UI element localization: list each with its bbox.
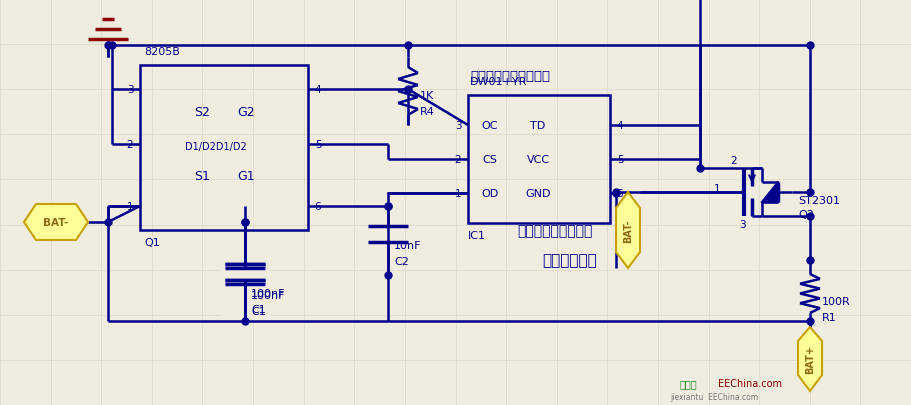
Text: 6: 6	[617, 189, 623, 198]
Text: S1: S1	[194, 170, 210, 183]
Text: GND: GND	[526, 189, 551, 198]
Text: 3: 3	[739, 220, 745, 230]
Text: 1: 1	[455, 189, 461, 198]
Polygon shape	[616, 192, 640, 269]
Text: 100nF: 100nF	[251, 288, 285, 298]
Text: C2: C2	[394, 256, 409, 266]
Text: TD: TD	[530, 121, 546, 131]
Text: OC: OC	[482, 121, 498, 131]
Text: IC1: IC1	[468, 230, 486, 241]
Text: EEChina.com: EEChina.com	[718, 378, 782, 388]
Text: 2: 2	[127, 140, 133, 149]
Text: 联系我们获得技术支持: 联系我们获得技术支持	[470, 69, 550, 82]
FancyBboxPatch shape	[220, 230, 270, 321]
Text: 4: 4	[314, 85, 322, 95]
Text: 3: 3	[127, 85, 133, 95]
Text: 防电池反接保护电路: 防电池反接保护电路	[517, 224, 593, 237]
Text: Q1: Q1	[144, 237, 159, 247]
Text: jiexiantu  EEChina.com: jiexiantu EEChina.com	[670, 392, 758, 401]
Text: 接线图: 接线图	[680, 378, 698, 388]
Text: 8205B: 8205B	[144, 47, 179, 57]
Text: C1: C1	[251, 306, 266, 316]
Polygon shape	[798, 327, 822, 391]
Text: G2: G2	[237, 106, 255, 119]
Text: D1/D2D1/D2: D1/D2D1/D2	[185, 142, 247, 151]
Text: G1: G1	[237, 170, 255, 183]
Polygon shape	[762, 183, 778, 202]
Text: 10nF: 10nF	[394, 241, 422, 250]
Text: C1: C1	[251, 304, 266, 314]
Text: CS: CS	[483, 155, 497, 164]
Text: 6: 6	[314, 202, 322, 211]
Text: R4: R4	[420, 107, 435, 117]
Text: 深圳昇灼电子: 深圳昇灼电子	[543, 253, 598, 268]
Text: Q2: Q2	[798, 209, 814, 220]
Text: 3: 3	[455, 121, 461, 131]
Text: 100R: 100R	[822, 296, 851, 306]
Text: BAT+: BAT+	[805, 345, 815, 373]
Text: 2: 2	[731, 156, 737, 166]
Text: 1: 1	[127, 202, 133, 211]
Polygon shape	[24, 205, 88, 241]
Text: 5: 5	[617, 155, 623, 164]
Text: 2: 2	[455, 155, 461, 164]
Text: 5: 5	[314, 140, 322, 149]
Text: VCC: VCC	[527, 155, 549, 164]
Text: S2: S2	[194, 106, 210, 119]
Text: ST2301: ST2301	[798, 196, 840, 205]
Text: 100nF: 100nF	[251, 290, 285, 300]
Text: 1: 1	[713, 183, 721, 194]
Text: BAT-: BAT-	[623, 219, 633, 242]
Text: BAT-: BAT-	[44, 217, 68, 228]
Text: OD: OD	[481, 189, 498, 198]
Text: 1K: 1K	[420, 91, 435, 101]
Text: R1: R1	[822, 312, 836, 322]
Text: 4: 4	[617, 121, 623, 131]
Text: DW01+YR: DW01+YR	[470, 77, 527, 87]
